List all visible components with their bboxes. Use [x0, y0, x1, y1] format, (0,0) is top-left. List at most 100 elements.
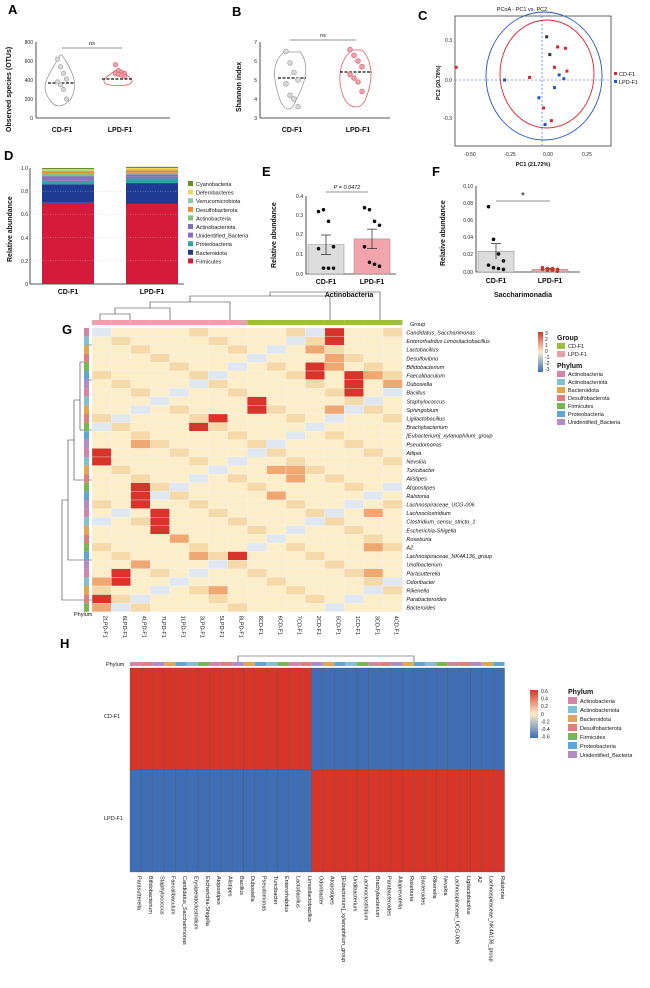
b-point — [355, 79, 361, 85]
a-xlabel-cd: CD-F1 — [52, 127, 73, 134]
panel-g-label: G — [62, 322, 72, 337]
h-cell — [458, 667, 471, 771]
g-cell — [324, 422, 345, 432]
g-cell — [188, 422, 209, 432]
g-cell — [130, 327, 151, 337]
h-phylum-cell — [209, 662, 221, 666]
g-cell — [111, 336, 131, 346]
g-cell — [169, 568, 190, 578]
g-cell — [266, 413, 287, 423]
d-legend-label: Unidentified_Bacteria — [196, 234, 249, 240]
g-cell — [227, 508, 248, 518]
g-cell — [363, 585, 384, 595]
g-row-label: Lachnospiraceae_NK4A136_group — [406, 554, 492, 560]
g-cell — [363, 508, 384, 518]
c-xtick: -0.50 — [464, 152, 476, 158]
g-cell — [305, 603, 325, 612]
g-cell — [188, 508, 209, 518]
g-cell — [91, 362, 112, 372]
h-phylum-cell — [368, 662, 380, 666]
g-phylum-cell — [84, 517, 89, 526]
g-cell — [266, 551, 287, 561]
h-col-label: Lachnospiraceae_NK4A136_group — [488, 876, 494, 962]
g-phylum-cell — [84, 388, 89, 397]
g-cell — [382, 594, 403, 604]
b-point — [351, 52, 357, 58]
g-cell — [285, 551, 306, 561]
b-ytick: 6 — [254, 59, 257, 65]
c-legend-lpd: LPD-F1 — [619, 80, 638, 86]
g-cell — [285, 542, 306, 552]
g-cell — [188, 431, 209, 440]
g-cell — [363, 396, 384, 406]
g-legend-group-label: LPD-F1 — [568, 352, 587, 358]
g-cell — [208, 603, 228, 612]
g-cell — [208, 560, 228, 569]
h-row-lpd: LPD-F1 — [104, 816, 123, 822]
g-cell — [344, 388, 364, 397]
f-point — [486, 204, 491, 209]
g-cell — [130, 336, 151, 346]
h-cell — [197, 667, 210, 771]
h-cell — [311, 667, 324, 771]
panel-f-label: F — [432, 164, 440, 179]
g-cell — [344, 413, 364, 423]
g-cell — [150, 345, 170, 354]
b-point — [359, 63, 365, 70]
g-cell — [150, 353, 170, 363]
a-ytick: 0 — [30, 116, 33, 122]
g-cell — [382, 568, 403, 578]
g-cell — [188, 439, 209, 449]
g-row-label: Bacillus — [406, 391, 425, 397]
g-cell — [150, 482, 170, 492]
panel-d-ylabel: Relative abundance — [7, 196, 14, 262]
g-cell — [247, 422, 267, 432]
e-point — [326, 266, 331, 270]
g-group-cell — [247, 320, 267, 325]
g-cell — [344, 585, 364, 595]
g-phylum-cell — [84, 405, 89, 414]
g-cell — [266, 499, 287, 509]
g-cell — [247, 577, 267, 587]
d-bar-segment — [42, 173, 94, 177]
g-cell — [266, 431, 287, 440]
g-cell — [188, 551, 209, 561]
g-cell — [130, 551, 151, 561]
g-cell — [305, 431, 325, 440]
h-legend-swatch — [568, 715, 577, 722]
panel-b: B Shannon index 7 6 5 4 3 ns CD-F1 LPD-F… — [232, 4, 390, 134]
g-phylum-cell — [84, 551, 89, 561]
g-cell — [382, 370, 403, 380]
g-cell — [150, 327, 170, 337]
d-xlabel-cd: CD-F1 — [58, 289, 79, 296]
g-cell — [169, 508, 190, 518]
g-cell — [130, 517, 151, 526]
h-phylum-cell — [254, 662, 267, 666]
g-cell — [363, 603, 384, 612]
d-bar-segment — [126, 183, 178, 204]
h-cell — [220, 769, 233, 873]
d-legend-label: Verrucomicrobiota — [196, 199, 241, 205]
g-cell — [363, 465, 384, 475]
c-point — [565, 69, 569, 73]
g-phylum-cell — [84, 362, 89, 371]
g-cell — [324, 431, 345, 440]
g-cell — [169, 491, 190, 501]
panel-g: G Group Phylum Candidatus_Saccharimonas E… — [61, 291, 621, 638]
g-cell — [111, 456, 131, 466]
g-cell — [169, 594, 190, 604]
g-cell — [305, 465, 325, 475]
g-cell — [91, 465, 112, 475]
g-row-label: Desulfovibrio — [406, 356, 438, 362]
g-group-cell — [344, 320, 364, 325]
g-cell — [111, 327, 131, 337]
g-cell — [169, 577, 190, 587]
g-cell — [91, 448, 112, 458]
g-cell — [344, 560, 364, 569]
g-cell — [169, 551, 190, 561]
g-cell — [324, 499, 345, 509]
c-legend-cd: CD-F1 — [619, 72, 635, 78]
h-phylum-cell — [470, 662, 482, 666]
g-cell — [169, 405, 190, 415]
b-point — [359, 88, 365, 95]
